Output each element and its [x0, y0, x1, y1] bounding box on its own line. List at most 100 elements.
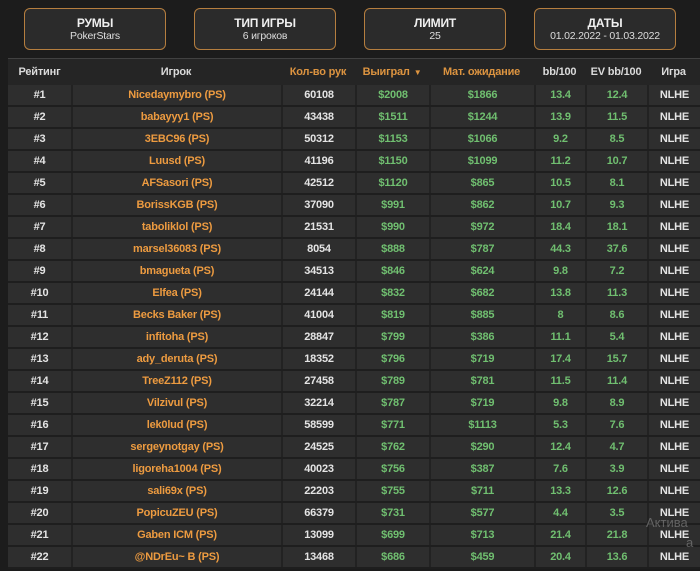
- cell-player[interactable]: marsel36083 (PS): [71, 239, 281, 259]
- table-row: #22 @NDrEu~ B (PS) 13468 $686 $459 20.4 13.6 NL…: [8, 547, 700, 569]
- cell-game: NLHE: [647, 481, 700, 501]
- table-row: #18 ligoreha1004 (PS) 40023 $756 $387 7.6 3.9 N…: [8, 459, 700, 481]
- filter-game-type[interactable]: ТИП ИГРЫ 6 игроков: [194, 8, 336, 50]
- filter-dates-title: ДАТЫ: [587, 15, 623, 30]
- cell-ev: $386: [429, 327, 534, 347]
- cell-bb100: 8: [534, 305, 585, 325]
- table-row: #15 Vilzivul (PS) 32214 $787 $719 9.8 8.9 NLHE: [8, 393, 700, 415]
- column-header-hands[interactable]: Кол-во рук: [281, 59, 355, 85]
- cell-player[interactable]: bmagueta (PS): [71, 261, 281, 281]
- cell-ev: $713: [429, 525, 534, 545]
- cell-game: NLHE: [647, 525, 700, 545]
- column-header-rank[interactable]: Рейтинг: [8, 59, 71, 85]
- cell-player[interactable]: Vilzivul (PS): [71, 393, 281, 413]
- cell-player[interactable]: Luusd (PS): [71, 151, 281, 171]
- column-header-player[interactable]: Игрок: [71, 59, 281, 85]
- cell-rank: #13: [30, 353, 49, 365]
- cell-player[interactable]: AFSasori (PS): [71, 173, 281, 193]
- column-header-game[interactable]: Игра: [647, 59, 700, 85]
- cell-rank: #15: [30, 397, 49, 409]
- cell-player[interactable]: Elfea (PS): [71, 283, 281, 303]
- table-row: #11 Becks Baker (PS) 41004 $819 $885 8 8.6 NLHE: [8, 305, 700, 327]
- column-header-ev[interactable]: Мат. ожидание: [429, 59, 534, 85]
- cell-rank: #6: [33, 199, 46, 211]
- column-header-won-label: Выиграл: [362, 66, 410, 78]
- table-row: #16 lek0lud (PS) 58599 $771 $1113 5.3 7.6 NLHE: [8, 415, 700, 437]
- cell-evbb100: 18.1: [585, 217, 647, 237]
- cell-evbb100: 37.6: [585, 239, 647, 259]
- cell-hands: 22203: [281, 481, 355, 501]
- cell-player[interactable]: Gaben ICM (PS): [71, 525, 281, 545]
- cell-hands: 43438: [281, 107, 355, 127]
- cell-player[interactable]: lek0lud (PS): [71, 415, 281, 435]
- cell-player[interactable]: sergeynotgay (PS): [71, 437, 281, 457]
- cell-bb100: 11.5: [534, 371, 585, 391]
- filter-dates-value: 01.02.2022 - 01.03.2022: [550, 29, 660, 42]
- cell-player[interactable]: infitoha (PS): [71, 327, 281, 347]
- cell-game: NLHE: [647, 195, 700, 215]
- cell-evbb100: 4.7: [585, 437, 647, 457]
- cell-player[interactable]: babayyy1 (PS): [71, 107, 281, 127]
- filter-limit[interactable]: ЛИМИТ 25: [364, 8, 506, 50]
- filter-dates[interactable]: ДАТЫ 01.02.2022 - 01.03.2022: [534, 8, 676, 50]
- cell-player[interactable]: TreeZ112 (PS): [71, 371, 281, 391]
- cell-ev: $719: [429, 349, 534, 369]
- column-header-ev-label: Мат. ожидание: [442, 66, 521, 78]
- cell-bb100: 9.2: [534, 129, 585, 149]
- table-row: #13 ady_deruta (PS) 18352 $796 $719 17.4 15.7 N…: [8, 349, 700, 371]
- cell-rank: #17: [30, 441, 49, 453]
- filter-rooms[interactable]: РУМЫ PokerStars: [24, 8, 166, 50]
- cell-player[interactable]: 3EBC96 (PS): [71, 129, 281, 149]
- column-header-rank-label: Рейтинг: [18, 66, 61, 78]
- column-header-won[interactable]: Выиграл ▼: [355, 59, 429, 85]
- table-row: #10 Elfea (PS) 24144 $832 $682 13.8 11.3 NLHE: [8, 283, 700, 305]
- cell-won: $1120: [355, 173, 429, 193]
- cell-player[interactable]: BorissKGB (PS): [71, 195, 281, 215]
- cell-ev: $865: [429, 173, 534, 193]
- cell-player[interactable]: @NDrEu~ B (PS): [71, 547, 281, 567]
- cell-bb100: 17.4: [534, 349, 585, 369]
- cell-won: $787: [355, 393, 429, 413]
- cell-player[interactable]: PopicuZEU (PS): [71, 503, 281, 523]
- column-header-evbb100[interactable]: EV bb/100: [585, 59, 647, 85]
- cell-player[interactable]: Becks Baker (PS): [71, 305, 281, 325]
- cell-won: $699: [355, 525, 429, 545]
- cell-player[interactable]: ligoreha1004 (PS): [71, 459, 281, 479]
- table-row: #4 Luusd (PS) 41196 $1150 $1099 11.2 10.7 NLHE: [8, 151, 700, 173]
- cell-player[interactable]: taboliklol (PS): [71, 217, 281, 237]
- cell-hands: 58599: [281, 415, 355, 435]
- table-row: #3 3EBC96 (PS) 50312 $1153 $1066 9.2 8.5 NLHE: [8, 129, 700, 151]
- cell-won: $756: [355, 459, 429, 479]
- cell-bb100: 13.8: [534, 283, 585, 303]
- cell-ev: $1244: [429, 107, 534, 127]
- cell-rank: #2: [33, 111, 46, 123]
- cell-rank: #18: [30, 463, 49, 475]
- cell-hands: 41004: [281, 305, 355, 325]
- table-row: #9 bmagueta (PS) 34513 $846 $624 9.8 7.2 NLHE: [8, 261, 700, 283]
- cell-bb100: 9.8: [534, 393, 585, 413]
- cell-game: NLHE: [647, 349, 700, 369]
- leaderboard-table: Рейтинг Игрок Кол-во рук Выиграл ▼ Мат. ожида…: [8, 58, 700, 569]
- cell-game: NLHE: [647, 327, 700, 347]
- column-header-bb100[interactable]: bb/100: [534, 59, 585, 85]
- cell-game: NLHE: [647, 107, 700, 127]
- cell-ev: $290: [429, 437, 534, 457]
- table-row: #7 taboliklol (PS) 21531 $990 $972 18.4 18.1 NL…: [8, 217, 700, 239]
- cell-evbb100: 9.3: [585, 195, 647, 215]
- table-row: #8 marsel36083 (PS) 8054 $888 $787 44.3 37.6 NL…: [8, 239, 700, 261]
- cell-player[interactable]: Nicedaymybro (PS): [71, 85, 281, 105]
- cell-bb100: 10.7: [534, 195, 585, 215]
- cell-ev: $1066: [429, 129, 534, 149]
- cell-player[interactable]: sali69x (PS): [71, 481, 281, 501]
- cell-won: $686: [355, 547, 429, 567]
- cell-won: $796: [355, 349, 429, 369]
- cell-bb100: 21.4: [534, 525, 585, 545]
- cell-bb100: 18.4: [534, 217, 585, 237]
- cell-won: $832: [355, 283, 429, 303]
- cell-hands: 27458: [281, 371, 355, 391]
- cell-evbb100: 11.4: [585, 371, 647, 391]
- cell-rank: #3: [33, 133, 46, 145]
- cell-player[interactable]: ady_deruta (PS): [71, 349, 281, 369]
- cell-bb100: 11.2: [534, 151, 585, 171]
- cell-ev: $862: [429, 195, 534, 215]
